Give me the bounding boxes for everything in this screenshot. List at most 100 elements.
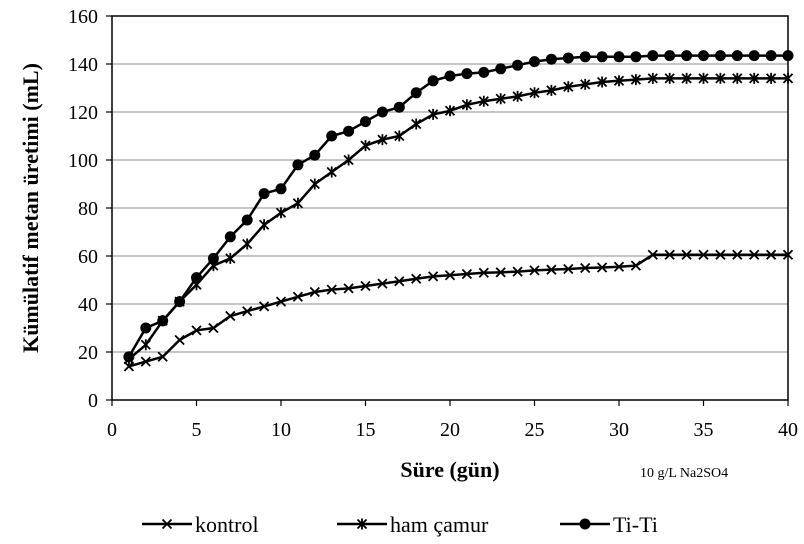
data-point (444, 105, 456, 117)
y-tick-label: 80 (78, 198, 98, 220)
data-point (394, 276, 405, 287)
legend-item: ham çamur (337, 512, 489, 537)
data-point (579, 51, 591, 63)
data-point (191, 272, 202, 284)
data-point (732, 72, 743, 84)
data-point (529, 87, 540, 99)
data-point (140, 322, 152, 334)
data-point (714, 50, 726, 62)
x-tick-label: 0 (107, 419, 117, 441)
series-Ti-Ti (123, 50, 794, 363)
data-point (596, 262, 608, 273)
data-point (241, 214, 253, 226)
data-point (207, 252, 219, 264)
data-point (123, 351, 135, 363)
data-point (427, 108, 439, 120)
data-point (461, 268, 473, 280)
x-tick-label: 10 (271, 419, 291, 441)
data-point (749, 72, 760, 84)
y-axis-title: Kümülatif metan üretimi (mL) (18, 63, 43, 353)
data-point (765, 50, 777, 62)
data-point (579, 518, 591, 530)
data-point (512, 90, 523, 102)
data-point (495, 93, 506, 105)
data-point (157, 315, 169, 327)
data-point (681, 50, 693, 62)
y-tick-label: 60 (78, 246, 98, 268)
y-tick-label: 100 (68, 150, 98, 172)
data-point (478, 95, 489, 107)
data-point (664, 249, 675, 260)
data-point (782, 72, 794, 84)
data-point (563, 263, 574, 275)
data-point (580, 78, 591, 90)
data-point (292, 291, 304, 302)
legend-label: Ti-Ti (613, 512, 658, 537)
data-point (749, 249, 760, 260)
data-point (157, 351, 168, 362)
data-point (208, 322, 219, 334)
data-point (225, 252, 236, 264)
x-tick-label: 5 (192, 419, 202, 441)
x-tick-label: 30 (609, 419, 629, 441)
data-point (343, 283, 354, 294)
data-point (343, 125, 355, 137)
data-point (224, 231, 236, 243)
data-point (258, 219, 270, 231)
data-point (748, 50, 760, 62)
data-point (715, 72, 726, 84)
data-point (782, 50, 794, 62)
data-point (562, 52, 574, 64)
legend: kontrol ham çamur Ti-Ti (142, 512, 658, 537)
series-group (123, 50, 794, 372)
data-point (681, 72, 692, 84)
data-point (174, 334, 185, 346)
data-point (394, 130, 405, 142)
x-tick-label: 35 (694, 419, 714, 441)
data-point (360, 140, 371, 152)
x-axis-title: Süre (gün) (400, 457, 499, 482)
data-point (140, 356, 151, 367)
data-point (596, 51, 608, 63)
data-point (715, 249, 726, 260)
data-point (427, 271, 439, 282)
data-point (258, 301, 270, 312)
data-point (377, 278, 388, 289)
data-point (326, 284, 337, 295)
data-point (630, 260, 642, 271)
axis-ticks: 0 20 40 60 80 100 120 140 160 0 5 10 15 20 25 30 35 40 (68, 6, 798, 441)
legend-item: Ti-Ti (560, 512, 658, 537)
data-point (765, 72, 777, 84)
data-point (360, 280, 371, 292)
series-line (128, 77, 788, 361)
data-point (258, 188, 270, 200)
data-point (630, 51, 642, 63)
data-point (326, 130, 338, 142)
data-point (698, 72, 709, 84)
data-point (275, 183, 287, 195)
data-point (444, 270, 456, 281)
data-point (664, 72, 675, 84)
data-point (410, 87, 422, 99)
data-point (782, 249, 794, 260)
data-point (376, 106, 388, 118)
y-tick-label: 20 (78, 342, 98, 364)
data-point (647, 50, 659, 62)
data-point (393, 101, 405, 113)
data-point (191, 325, 202, 336)
x-tick-label: 15 (356, 419, 376, 441)
annotation-label: 10 g/L Na2SO4 (640, 466, 728, 481)
data-point (225, 310, 236, 322)
legend-label: kontrol (195, 512, 259, 537)
data-point (377, 134, 388, 146)
data-point (478, 267, 489, 278)
series-kontrol (123, 249, 794, 372)
data-point (681, 249, 692, 260)
data-point (411, 273, 422, 284)
data-point (309, 286, 320, 298)
data-point (495, 63, 507, 75)
data-point (275, 207, 287, 219)
data-point (732, 249, 743, 260)
legend-item: kontrol (142, 512, 259, 537)
